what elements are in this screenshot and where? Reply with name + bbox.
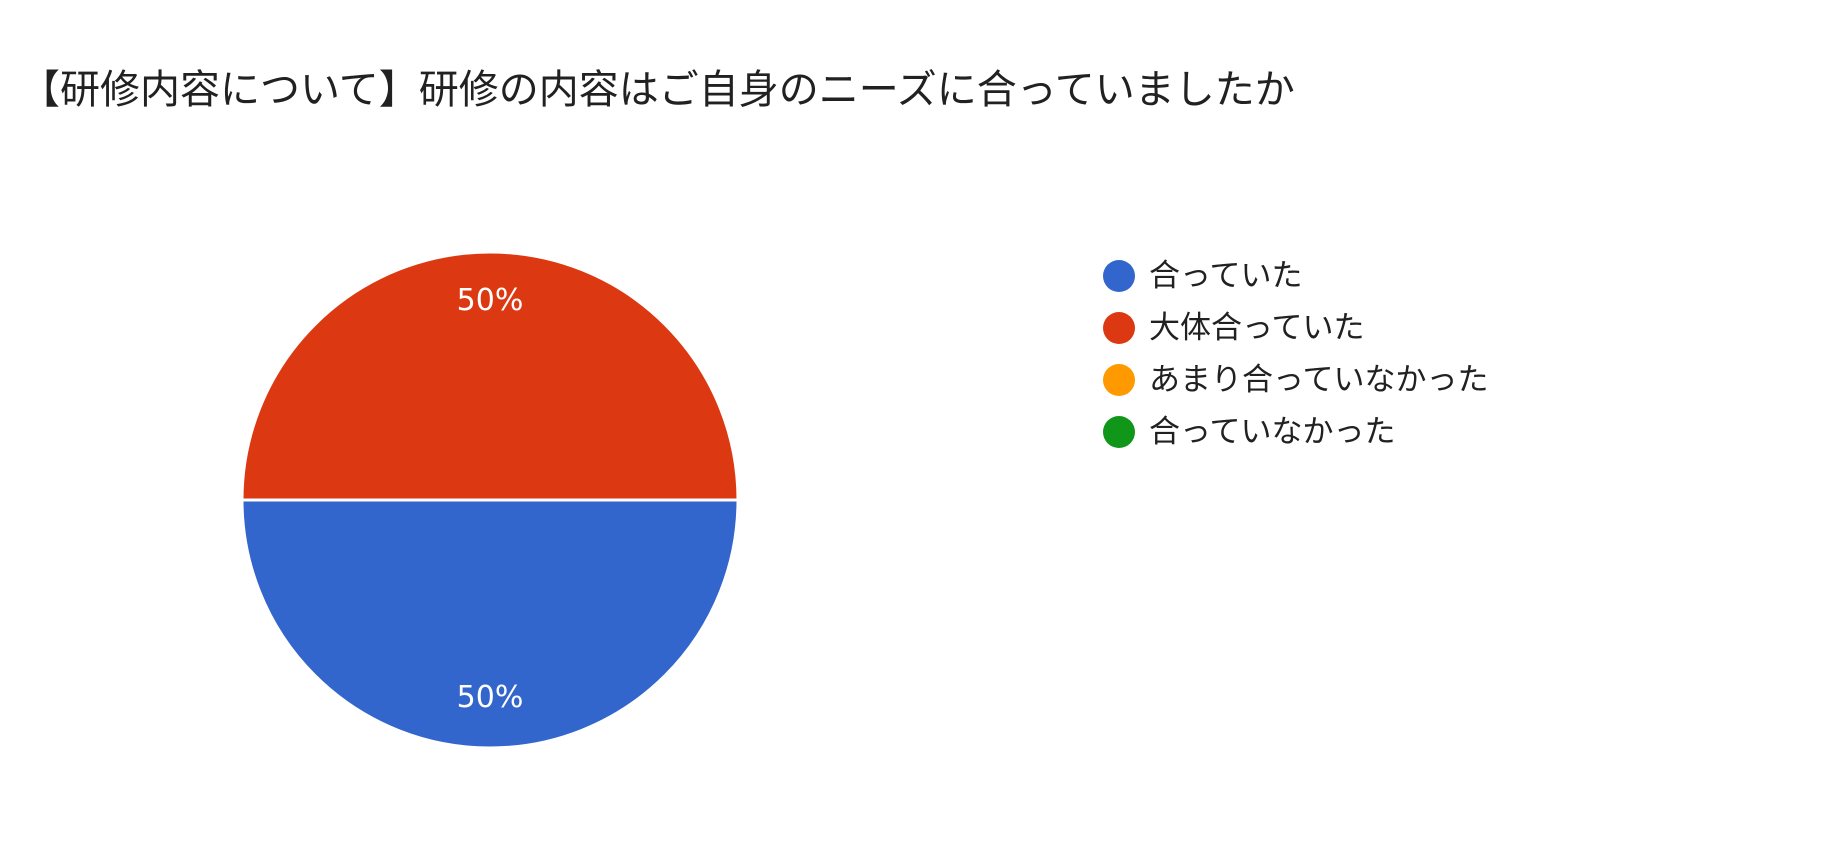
legend-label: 合っていた [1149,258,1303,294]
legend-swatch [1103,364,1135,396]
legend-swatch [1103,260,1135,292]
legend-label: あまり合っていなかった [1149,362,1489,398]
chart-title: 【研修内容について】研修の内容はご自身のニーズに合っていましたか [20,67,1295,113]
legend-swatch [1103,416,1135,448]
pie-slice[interactable] [240,498,740,750]
pie-labels: 50% 50% [457,283,524,715]
pie-slices [240,250,740,750]
legend-item[interactable]: あまり合っていなかった [1103,354,1488,406]
pie-chart: 50% 50% [240,250,740,750]
legend-swatch [1103,312,1135,344]
legend-item[interactable]: 合っていた [1103,250,1488,302]
legend-label: 大体合っていた [1149,310,1365,346]
legend-label: 合っていなかった [1149,414,1396,450]
slice-percent-label: 50% [457,283,524,318]
legend-item[interactable]: 合っていなかった [1103,406,1488,458]
slice-percent-label: 50% [457,680,524,715]
legend: 合っていた 大体合っていた あまり合っていなかった 合っていなかった [1103,250,1488,458]
legend-item[interactable]: 大体合っていた [1103,302,1488,354]
pie-slice[interactable] [240,250,740,502]
